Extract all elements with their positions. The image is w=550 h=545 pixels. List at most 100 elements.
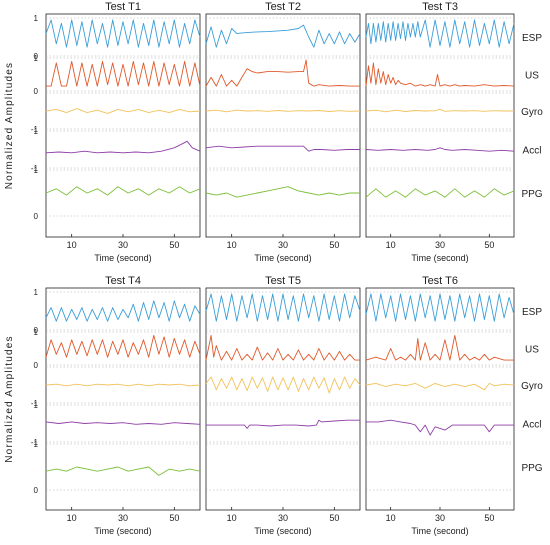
series-line-accl: [45, 140, 201, 154]
x-tick-label: 30: [278, 240, 288, 250]
series-line-ppg: [205, 186, 360, 198]
x-tick-label: 10: [386, 513, 396, 523]
panel-frame: [365, 13, 515, 238]
x-axis-label: Time (second): [94, 253, 151, 263]
panel-test-t2: Test T2 10 30 50 Time (second): [205, 1, 361, 263]
x-tick-label: 10: [227, 513, 237, 523]
series-line-esp: [45, 19, 201, 48]
series-line-us: [365, 334, 514, 361]
y-tick-label: 1: [34, 328, 39, 337]
x-tick-label: 10: [67, 240, 77, 250]
panel-title: Test T1: [105, 1, 141, 13]
row-label-accl: Accl: [523, 420, 542, 431]
series-line-esp: [205, 293, 361, 322]
panel-frame: [45, 13, 201, 238]
panel-title: Test T6: [422, 275, 458, 287]
series-line-us: [46, 61, 201, 87]
x-tick-label: 50: [169, 240, 179, 250]
row-label-ppg: PPG: [521, 463, 542, 474]
x-tick-label: 30: [118, 240, 128, 250]
x-tick-label: 50: [484, 240, 494, 250]
series-line-us: [205, 59, 360, 87]
y-tick-label: 0: [34, 361, 39, 370]
x-axis-label: Time (second): [94, 526, 151, 536]
y-tick-label: -1: [31, 438, 39, 447]
panel-title: Test T2: [265, 1, 301, 13]
y-axis-label: Normalized Amplitudes: [4, 335, 15, 462]
x-tick-label: 50: [169, 513, 179, 523]
x-axis-label: Time (second): [254, 526, 311, 536]
y-tick-label: 1: [34, 440, 39, 449]
panel-frame: [45, 287, 201, 511]
y-axis-label: Normalized Amplitudes: [4, 62, 15, 189]
y-tick-label: 0: [34, 87, 39, 96]
x-tick-label: 30: [435, 240, 445, 250]
series-line-gyro: [45, 108, 201, 114]
series-line-esp: [205, 24, 361, 48]
series-line-esp: [365, 19, 515, 48]
row-label-esp: ESP: [522, 33, 542, 44]
y-tick-label: -1: [31, 399, 39, 408]
y-tick-label: -1: [31, 125, 39, 134]
y-tick-label: 0: [34, 52, 39, 61]
panel-title: Test T4: [105, 275, 141, 287]
panel-frame: [205, 13, 361, 238]
y-tick-label: 1: [34, 14, 39, 23]
x-tick-label: 10: [67, 513, 77, 523]
series-line-gyro: [365, 382, 515, 391]
panel-test-t3: Test T3 10 30 50 Time (second): [365, 1, 515, 263]
x-axis-label: Time (second): [411, 526, 468, 536]
y-tick-label: 1: [34, 54, 39, 63]
series-line-accl: [365, 147, 515, 152]
row-label-ppg: PPG: [521, 189, 542, 200]
x-tick-label: 50: [329, 240, 339, 250]
x-axis-label: Time (second): [254, 253, 311, 263]
series-line-accl: [45, 421, 201, 425]
series-line-gyro: [365, 108, 514, 113]
series-line-accl: [206, 419, 360, 429]
y-tick-label: 0: [34, 212, 39, 221]
y-tick-label: 1: [34, 401, 39, 410]
series-line-us: [205, 334, 360, 361]
series-line-ppg: [365, 188, 515, 198]
x-tick-label: 10: [386, 240, 396, 250]
panel-test-t6: Test T6 10 30 50 Time (second): [365, 275, 515, 536]
series-line-ppg: [45, 186, 201, 196]
series-line-accl: [366, 419, 514, 436]
x-tick-label: 10: [227, 240, 237, 250]
x-tick-label: 30: [278, 513, 288, 523]
series-line-us: [45, 334, 201, 358]
row-label-esp: ESP: [522, 307, 542, 318]
panel-test-t5: Test T5 10 30 50 Time (second): [205, 275, 361, 536]
y-tick-label: -1: [31, 164, 39, 173]
x-tick-label: 50: [484, 513, 494, 523]
series-line-esp: [365, 293, 515, 322]
panel-frame: [365, 287, 515, 511]
series-line-ppg: [45, 466, 201, 476]
panel-title: Test T3: [422, 1, 458, 13]
y-tick-label: 0: [34, 326, 39, 335]
x-tick-label: 30: [435, 513, 445, 523]
series-line-esp: [45, 300, 201, 322]
row-label-gyro: Gyro: [521, 381, 543, 392]
series-line-gyro: [205, 376, 361, 394]
row-label-gyro: Gyro: [521, 107, 543, 118]
x-axis-label: Time (second): [411, 253, 468, 263]
x-tick-label: 30: [118, 513, 128, 523]
y-tick-label: 1: [34, 288, 39, 297]
series-line-us: [365, 62, 515, 87]
row-label-us: US: [525, 71, 539, 82]
panel-frame: [205, 287, 361, 511]
y-tick-label: 1: [34, 127, 39, 136]
row-label-accl: Accl: [523, 146, 542, 157]
y-tick-label: 1: [34, 166, 39, 175]
series-line-accl: [205, 145, 360, 152]
series-line-gyro: [45, 383, 201, 387]
row-label-us: US: [525, 345, 539, 356]
series-line-gyro: [205, 109, 361, 113]
x-tick-label: 50: [329, 513, 339, 523]
